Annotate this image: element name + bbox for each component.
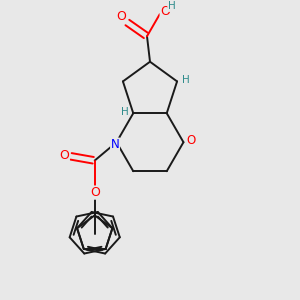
Text: O: O <box>59 149 69 162</box>
Text: O: O <box>160 5 170 18</box>
Text: H: H <box>182 75 189 85</box>
Text: O: O <box>90 186 100 199</box>
Text: N: N <box>111 138 119 151</box>
Text: H: H <box>168 2 176 11</box>
Text: O: O <box>186 134 196 147</box>
Text: O: O <box>117 10 127 23</box>
Text: H: H <box>121 107 129 117</box>
